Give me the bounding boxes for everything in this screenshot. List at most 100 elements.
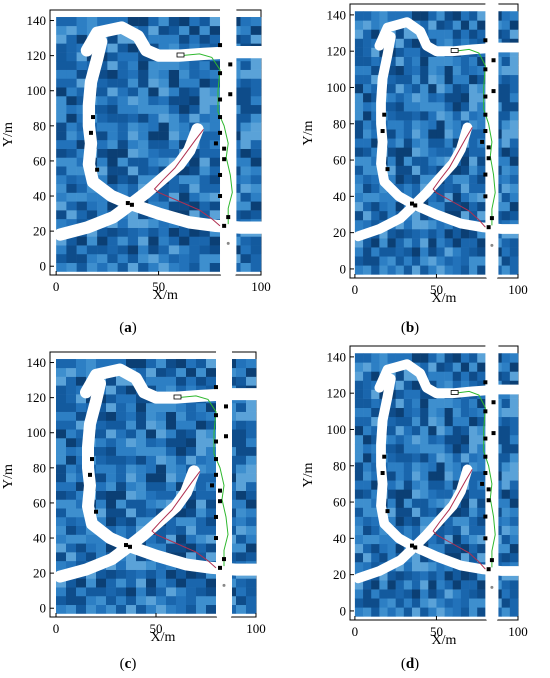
heatmap-cell [96,402,107,412]
heatmap-cell [354,434,364,445]
heatmap-cell [146,481,157,491]
heatmap-cell [387,571,396,581]
heatmap-cell [509,65,519,76]
heatmap-cell [196,499,207,509]
heatmap-cell [66,446,77,456]
heatmap-cell [117,131,129,141]
heatmap-cell [97,192,108,202]
heatmap-cell [363,56,372,66]
heatmap-cell [411,165,421,175]
heatmap-cell [477,92,486,103]
heatmap-cell [379,589,388,599]
vehicle-start-marker-d [450,390,459,395]
upper-arc-road-b [374,17,523,57]
heatmap-cell [117,87,129,97]
heatmap-cell [501,247,511,257]
heatmap-cell [168,43,180,53]
heatmap-cell [452,434,462,445]
heatmap-cell [395,147,405,157]
heatmap-cell [56,490,67,500]
heatmap-cell [387,174,396,184]
heatmap-cell [477,56,486,66]
heatmap-cell [436,92,445,103]
heatmap-cell [240,148,252,158]
heatmap-cell [363,183,372,194]
heatmap-cell [186,587,197,597]
heatmap-cell [436,425,445,436]
obstacle-marker [413,545,418,550]
x-tick-label: 0 [53,621,60,636]
heatmap-cell [186,534,197,544]
heatmap-cell [196,552,207,562]
heatmap-cell [127,157,139,167]
heatmap-cell [66,543,77,553]
heatmap-cell [477,498,486,508]
left-curve-road-c [82,377,262,576]
y-tick-label: 140 [27,355,47,370]
heatmap-cell [403,219,413,230]
heatmap-cell [428,534,437,545]
heatmap-cell [420,83,429,94]
heatmap-cell [403,507,413,517]
heatmap-cell [371,101,380,112]
heatmap-cell [97,95,108,106]
heatmap-cell [148,122,159,132]
heatmap-cell [363,362,372,372]
heatmap-cell [97,253,108,264]
heatmap-cell [379,543,388,554]
heatmap-cell [469,507,478,517]
heatmap-cell [509,165,519,175]
heatmap-cell [66,437,77,448]
heatmap-cell [86,595,97,606]
heatmap-cell [501,580,511,590]
heatmap-cell [477,598,486,608]
heatmap-cell [371,598,380,608]
heatmap-cell [395,353,405,363]
panel-d: 0 50 100 0 20 40 60 80 100 120 140 X/m Y/m [278,339,550,648]
heatmap-cell [387,589,396,599]
heatmap-cell [189,69,200,79]
heatmap-cell [444,580,454,590]
obstacle-marker [214,457,218,462]
heatmap-cell [117,253,129,264]
heatmap-cell [428,453,437,463]
heatmap-cell [420,101,429,112]
heatmap-cell [469,11,478,21]
heatmap-cell [186,385,197,395]
heatmap-cell [176,595,187,606]
obstacle-marker [491,89,496,94]
heatmap-cell [501,183,511,194]
heatmap-cell [428,443,437,454]
heatmap-cell [106,473,117,483]
heatmap-cell [444,11,454,21]
heatmap-cell [395,561,405,572]
heatmap-cell [460,398,470,408]
obstacle-marker [483,194,488,199]
heatmap-cell [469,543,478,554]
heatmap-cell [127,166,139,176]
heatmap-cell [56,376,67,386]
heatmap-cell [354,507,364,517]
heatmap-cell [363,525,372,536]
heatmap-cell [66,245,77,255]
heatmap-cell [436,353,445,363]
planned-path-green-c [177,395,229,567]
heatmap-cell [436,147,445,157]
heatmap-cell [96,420,107,430]
heatmap-cell [371,111,380,121]
x-tick-label: 0 [352,624,359,639]
heatmap-cell [363,83,372,94]
heatmap-cell [117,52,129,62]
heatmap-cell [76,411,87,421]
heatmap-cell [107,113,118,123]
heatmap-cell [354,183,364,194]
heatmap-cell [250,139,262,149]
obstacle-marker [128,544,132,549]
heatmap-cell [452,247,462,257]
heatmap-cell [354,453,364,463]
heatmap-cell [56,192,67,202]
heatmap-cell [387,453,396,463]
heatmap-cell [387,471,396,481]
heatmap-cell [209,131,221,141]
heatmap-cell [126,508,137,518]
